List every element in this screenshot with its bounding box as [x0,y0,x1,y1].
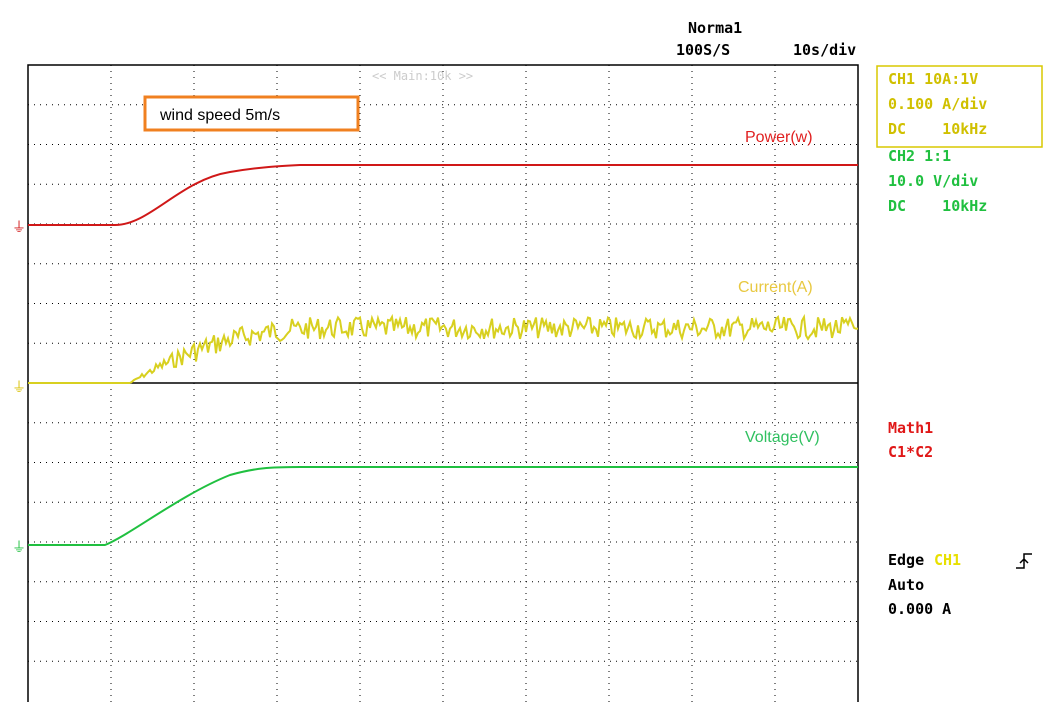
ch1-line: 0.100 A/div [888,95,987,113]
timebase: 10s/div [793,41,856,59]
trigger-level: 0.000 A [888,600,951,618]
edge-icon [1016,553,1032,569]
voltage-label: Voltage(V) [745,429,820,446]
trigger-type: Edge [888,551,924,569]
ch2-line: DC 10kHz [888,197,987,215]
trigger-source: CH1 [934,551,961,569]
current-label: Current(A) [738,279,813,296]
ch2-line: 10.0 V/div [888,172,978,190]
voltage-trace [28,466,858,546]
zoom-banner: << Main:10k >> [372,69,473,83]
sample-rate: 100S/S [676,41,730,59]
ch1-line: DC 10kHz [888,120,987,138]
ch2-line: CH2 1:1 [888,147,951,165]
annotation: wind speed 5m/s [159,107,280,124]
screen-frame [27,64,859,702]
math-line: C1*C2 [888,443,933,461]
power-label: Power(w) [745,129,813,146]
acq-mode: Norma1 [688,19,742,37]
math-line: Math1 [888,419,933,437]
trigger-mode: Auto [888,576,924,594]
ground-marker: ⏚ [12,380,26,396]
annotation-box [143,95,360,132]
ch1-line: CH1 10A:1V [888,70,978,88]
ch1-box [876,65,1043,148]
ground-marker: ⏚ [12,220,26,236]
ground-marker: ⏚ [12,540,26,556]
power-trace [28,164,858,226]
current-trace [129,313,859,384]
